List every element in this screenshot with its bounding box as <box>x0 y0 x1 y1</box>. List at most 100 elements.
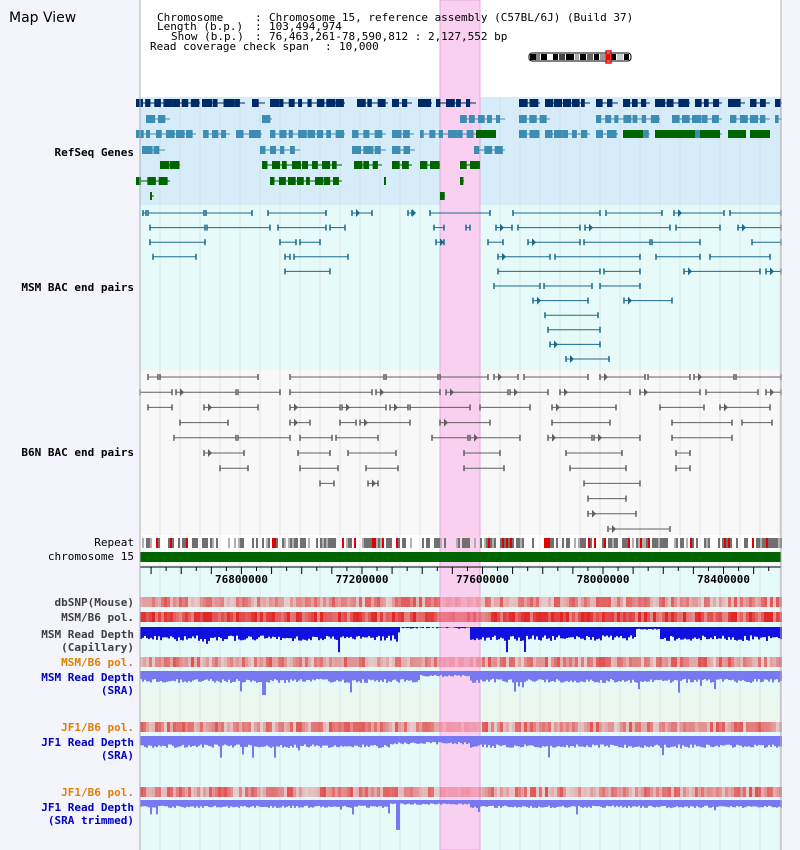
msm-sra-depth-bar <box>574 671 576 681</box>
msm-cap-depth-bar <box>772 627 774 638</box>
jf1-b6-pol2-cell <box>491 787 494 797</box>
msm-b6-pol-cell <box>365 612 368 622</box>
jf1-sra-depth-bar <box>620 736 622 748</box>
track-label-chromosome[interactable]: chromosome 15 <box>47 550 134 563</box>
jf1-b6-pol-cell <box>311 722 314 732</box>
gene-exon <box>494 146 503 154</box>
msm-cap-depth-bar <box>316 627 318 638</box>
msm-b6-pol2-cell <box>497 657 500 667</box>
msm-b6-pol-cell <box>407 612 410 622</box>
msm-cap-depth-bar <box>712 627 714 640</box>
ideogram-band <box>624 54 629 60</box>
jf1-trim-depth-bar <box>742 800 744 808</box>
jf1-b6-pol-cell <box>305 722 308 732</box>
gene-exon <box>402 161 409 169</box>
jf1-b6-pol2-cell <box>530 787 533 797</box>
jf1-sra-depth-bar <box>730 736 732 746</box>
msm-b6-pol-cell <box>731 612 734 622</box>
msm-cap-depth-bar <box>144 627 146 636</box>
msm-cap-depth-bar <box>612 627 614 640</box>
jf1-b6-pol2-cell <box>737 787 740 797</box>
track-label-msm-b6-pol-1[interactable]: MSM/B6 pol. <box>61 611 134 624</box>
msm-b6-pol2-cell <box>767 657 770 667</box>
msm-b6-pol2-cell <box>554 657 557 667</box>
msm-b6-pol-cell <box>470 612 473 622</box>
jf1-sra-depth-bar <box>720 736 722 746</box>
repeat-mark <box>368 538 370 548</box>
jf1-trim-depth-bar <box>618 800 620 808</box>
msm-b6-pol2-cell <box>419 657 422 667</box>
track-label-dbsnp[interactable]: dbSNP(Mouse) <box>54 596 134 609</box>
dbsnp-cell <box>776 597 779 607</box>
b6n-bac-arrow <box>474 433 478 442</box>
msm-b6-pol2-cell <box>656 657 659 667</box>
jf1-b6-pol2-cell <box>497 787 500 797</box>
track-label-b6n-bac[interactable]: B6N BAC end pairs <box>21 446 134 459</box>
dbsnp-cell <box>482 597 485 607</box>
msm-b6-pol-cell <box>410 612 413 622</box>
msm-b6-pol-cell <box>512 612 515 622</box>
msm-cap-depth-bar <box>422 627 424 629</box>
jf1-b6-pol2-cell <box>710 787 713 797</box>
repeat-mark <box>648 538 650 548</box>
track-label-repeat[interactable]: Repeat <box>94 536 134 549</box>
msm-cap-depth-bar <box>652 627 654 630</box>
track-label-msm-b6-pol-2[interactable]: MSM/B6 pol. <box>61 656 134 669</box>
msm-sra-depth-bar <box>194 671 196 680</box>
jf1-trim-depth-bar <box>474 800 476 807</box>
jf1-b6-pol2-cell <box>374 787 377 797</box>
msm-b6-pol2-cell <box>293 657 296 667</box>
repeat-mark <box>662 538 664 548</box>
gene-exon <box>529 115 537 123</box>
dbsnp-cell <box>527 597 530 607</box>
dbsnp-cell <box>446 597 449 607</box>
msm-b6-pol-cell <box>764 612 767 622</box>
track-label-msm-bac[interactable]: MSM BAC end pairs <box>21 281 134 294</box>
msm-cap-depth-bar <box>270 627 272 639</box>
jf1-trim-depth-bar <box>256 800 258 806</box>
dbsnp-cell <box>686 597 689 607</box>
track-label-jf1-depth-sra[interactable]: JF1 Read Depth (SRA) <box>41 736 134 762</box>
track-label-jf1-b6-pol-2[interactable]: JF1/B6 pol. <box>61 786 134 799</box>
jf1-sra-depth-bar <box>208 736 210 747</box>
msm-b6-pol2-cell <box>527 657 530 667</box>
gene-exon <box>750 130 770 138</box>
gene-exon <box>605 115 612 123</box>
jf1-b6-pol-cell <box>527 722 530 732</box>
jf1-sra-depth-bar <box>342 736 344 747</box>
msm-b6-pol-cell <box>350 612 353 622</box>
msm-b6-pol-cell <box>257 612 260 622</box>
gene-exon <box>440 192 445 200</box>
gene-exon <box>760 115 766 123</box>
jf1-sra-depth-bar <box>612 736 614 746</box>
track-label-refseq[interactable]: RefSeq Genes <box>54 146 134 159</box>
dbsnp-cell <box>392 597 395 607</box>
msm-sra-depth-bar <box>704 671 706 680</box>
gene-exon <box>202 99 213 107</box>
jf1-trim-depth-bar <box>224 800 226 807</box>
msm-sra-depth-bar <box>286 671 288 681</box>
track-label-jf1-depth-trim[interactable]: JF1 Read Depth (SRA trimmed) <box>41 801 134 827</box>
msm-sra-depth-bar <box>582 671 584 682</box>
msm-cap-depth-bar <box>646 627 648 630</box>
jf1-sra-depth-bar <box>262 736 264 747</box>
jf1-sra-depth-bar <box>700 736 702 748</box>
track-label-msm-depth-cap[interactable]: MSM Read Depth (Capillary) <box>41 628 134 654</box>
msm-b6-pol-cell <box>227 612 230 622</box>
gene-exon <box>163 99 173 107</box>
track-label-msm-depth-sra[interactable]: MSM Read Depth (SRA) <box>41 671 134 697</box>
jf1-b6-pol2-cell <box>566 787 569 797</box>
jf1-b6-pol-cell <box>698 722 701 732</box>
repeat-mark <box>372 538 374 548</box>
track-label-jf1-b6-pol-1[interactable]: JF1/B6 pol. <box>61 721 134 734</box>
jf1-trim-depth-bar <box>746 800 748 807</box>
msm-b6-pol2-cell <box>161 657 164 667</box>
msm-cap-depth-bar <box>558 627 560 636</box>
jf1-sra-depth-bar <box>470 736 472 748</box>
jf1-b6-pol-cell <box>359 722 362 732</box>
dbsnp-cell <box>743 597 746 607</box>
msm-cap-depth-bar <box>336 627 338 640</box>
jf1-trim-depth-bar <box>574 800 576 807</box>
msm-cap-depth-bar <box>490 627 492 641</box>
